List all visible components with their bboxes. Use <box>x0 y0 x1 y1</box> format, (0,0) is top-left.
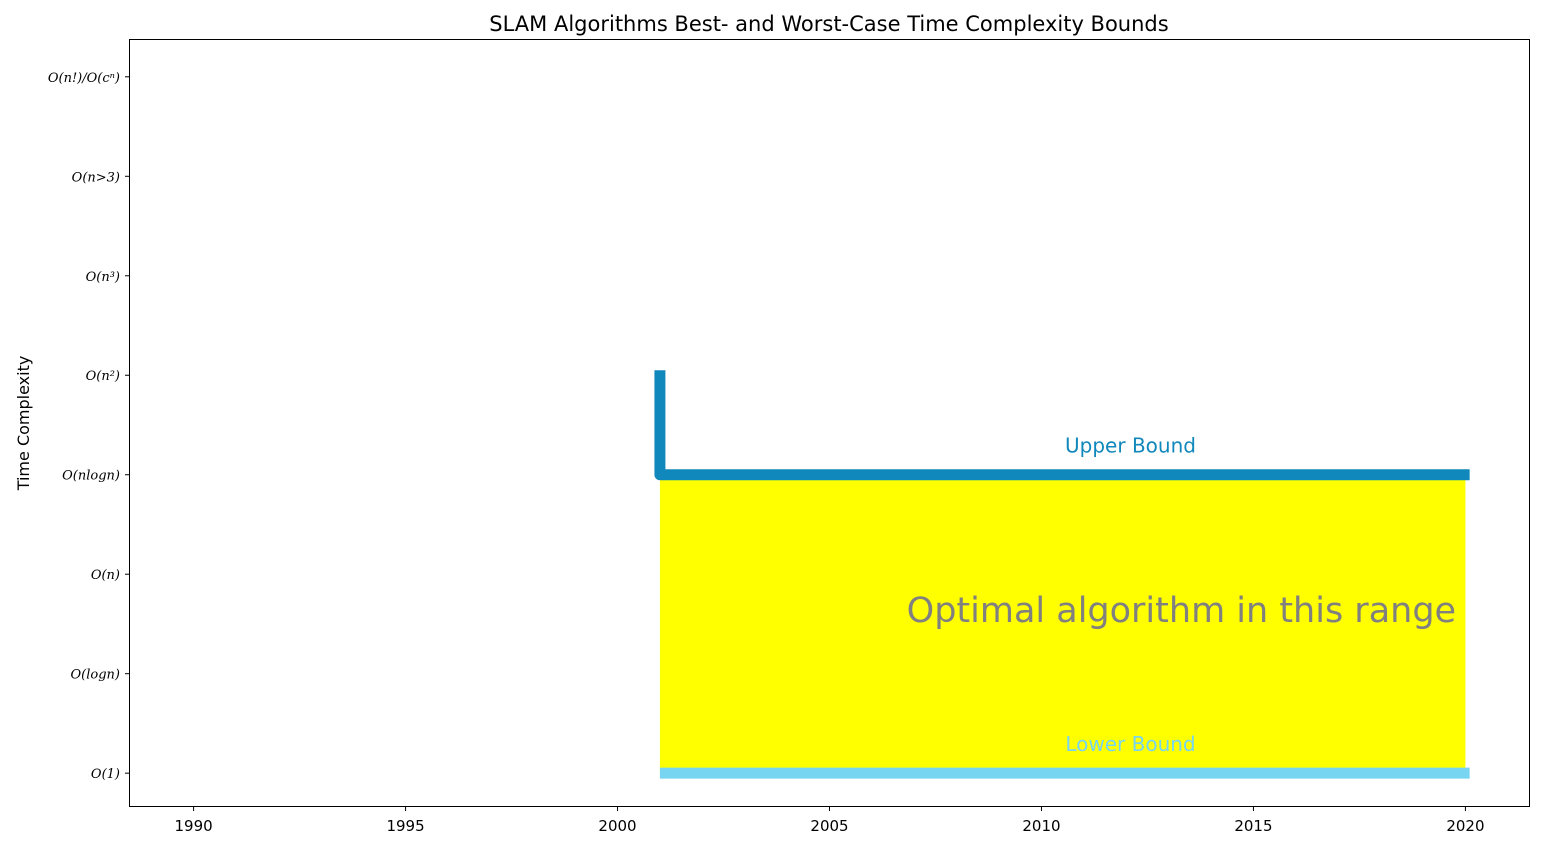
lower-bound-label: Lower Bound <box>1065 732 1195 756</box>
y-tick-label: O(n) <box>91 568 120 583</box>
y-tick-label: O(n!)/O(cⁿ) <box>48 71 120 86</box>
x-tick-label: 2005 <box>810 817 848 835</box>
chart-title: SLAM Algorithms Best- and Worst-Case Tim… <box>489 12 1168 36</box>
y-tick-label: O(n>3) <box>72 170 120 185</box>
y-tick-label: O(n³) <box>86 270 120 285</box>
optimal-range-fill <box>659 474 1466 774</box>
optimal-range-label: Optimal algorithm in this range <box>907 591 1456 631</box>
y-tick-label: O(logn) <box>71 668 120 683</box>
y-axis-label: Time Complexity <box>14 356 33 492</box>
x-axis: 1990 1995 2000 2005 2010 2015 2020 <box>174 806 1485 835</box>
y-axis: O(1) O(logn) O(n) O(nlogn) O(n²) O(n³) O(n>3) O… <box>48 71 130 782</box>
upper-bound-line <box>654 370 1470 481</box>
x-tick-label: 1990 <box>174 817 212 835</box>
x-tick-label: 1995 <box>386 817 424 835</box>
y-tick-label: O(n²) <box>86 369 120 384</box>
x-tick-label: 2020 <box>1446 817 1484 835</box>
x-tick-label: 2000 <box>598 817 636 835</box>
y-tick-label: O(1) <box>91 767 120 782</box>
upper-bound-label: Upper Bound <box>1065 433 1196 457</box>
x-tick-label: 2010 <box>1022 817 1060 835</box>
plot-area: Upper Bound Lower Bound Optimal algorithm … <box>654 370 1470 779</box>
y-tick-label: O(nlogn) <box>62 469 120 484</box>
x-tick-label: 2015 <box>1234 817 1272 835</box>
